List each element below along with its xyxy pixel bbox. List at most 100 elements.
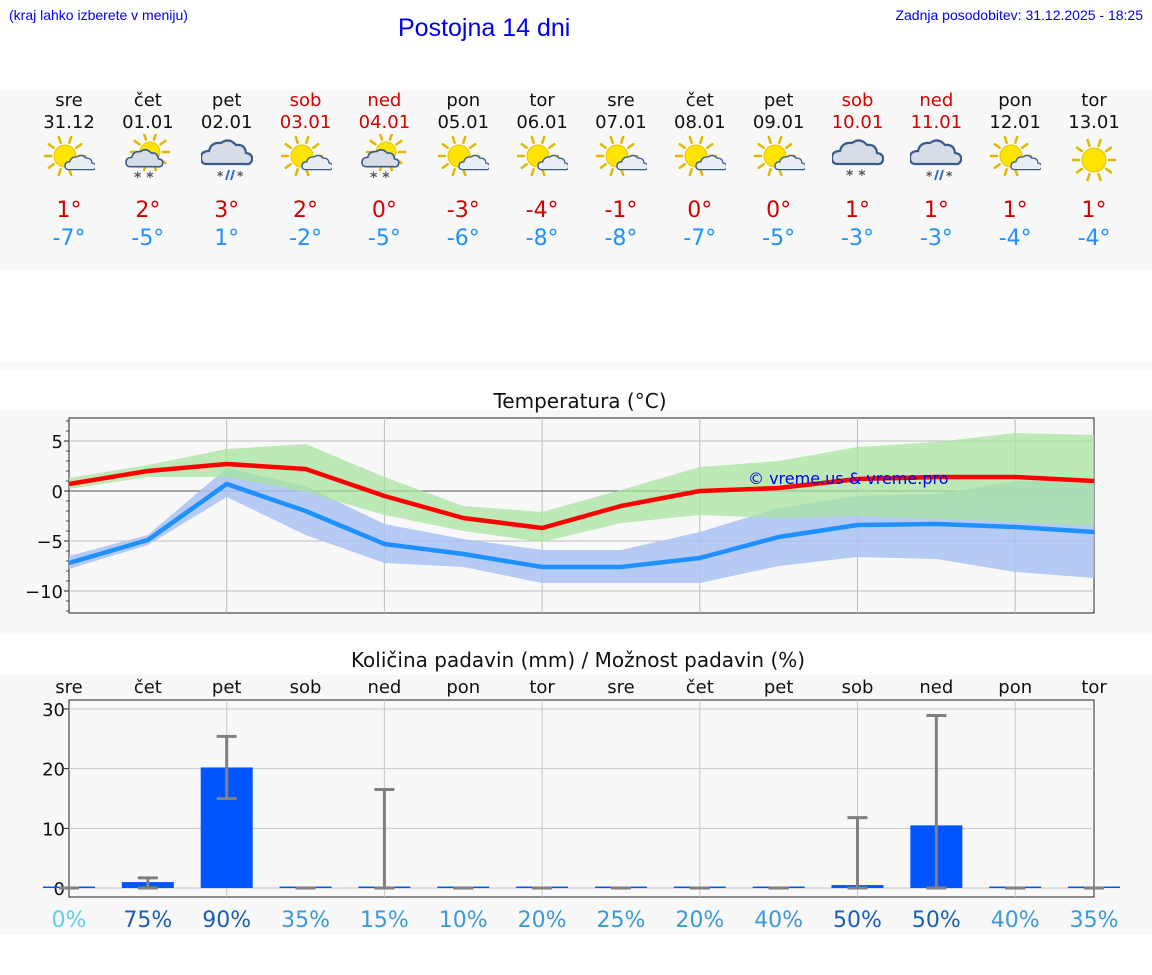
day-date: 02.01 [200,112,253,133]
day-weekday: sre [607,90,635,111]
day-weekday: sre [55,90,83,111]
day-min-temp: -6° [446,226,480,251]
day-max-temp: -1° [604,198,638,223]
sun-cloud-icon [595,135,647,177]
precip-probability: 10% [439,908,488,933]
sun-cloud-icon [280,135,332,177]
svg-text:*: * [946,169,953,183]
svg-text:*: * [217,169,224,183]
error-bar [216,734,237,800]
page-title: Postojna 14 dni [398,14,571,42]
day-max-temp: 0° [687,198,713,223]
day-date: 11.01 [910,112,963,133]
sun-cloud-snow-icon: * * [361,134,407,186]
sun-cloud-icon [516,135,569,177]
precip-probability: 90% [202,908,251,933]
day-weekday: sob [841,90,874,111]
day-column: sre 31.12 1° -7° [29,90,109,270]
precip-probability: 50% [833,908,882,933]
x-category-label: čet [686,677,714,698]
weather-icon: * * [361,134,407,186]
weather-icon [753,135,805,177]
svg-text:* *: * * [134,170,154,186]
day-weekday: čet [133,90,162,111]
svg-text:*: * [237,169,244,183]
day-max-temp: 0° [371,198,397,223]
precip-probability: 40% [754,908,803,933]
day-date: 01.01 [122,112,174,133]
svg-text:* *: * * [370,170,390,186]
y-tick-label: −5 [36,532,63,553]
day-weekday: čet [685,90,714,111]
day-min-temp: -7° [52,226,86,251]
precip-probability: 20% [675,908,724,933]
day-column: tor 06.01 -4° -8° [502,90,582,270]
day-min-temp: -4° [998,226,1032,251]
day-column: pon 12.01 1° -4° [975,90,1055,270]
day-weekday: pon [998,90,1033,111]
cloud-snow-icon: * * [831,139,884,184]
day-column: čet 08.01 0° -7° [660,90,740,270]
day-date: 07.01 [595,112,647,133]
x-category-label: sob [842,677,874,698]
y-tick-label: 20 [42,760,65,781]
day-max-temp: 0° [766,198,792,223]
day-weekday: tor [529,90,555,111]
error-bar [137,876,158,890]
day-column: sob 03.01 2° -2° [266,90,346,270]
daily-forecast-strip: sre 31.12 1° -7° čet 01.01 * * 2° -5° pet 02.01 * * 3… [0,90,1152,270]
weather-icon: * * [200,139,253,183]
day-weekday: ned [919,90,954,111]
day-column: pon 05.01 -3° -6° [423,90,503,270]
day-min-temp: -4° [1077,226,1111,251]
day-date: 03.01 [279,112,332,133]
day-max-temp: 1° [1002,198,1028,223]
day-min-temp: -8° [525,226,559,251]
day-date: 05.01 [437,112,490,133]
precipitation-chart: Količina padavin (mm) / Možnost padavin … [42,648,1121,933]
day-date: 04.01 [358,112,411,133]
day-date: 06.01 [516,112,568,133]
day-weekday: ned [367,90,402,111]
svg-text:*: * [926,169,933,183]
day-max-temp: 1° [845,198,870,223]
x-category-label: tor [1081,677,1107,698]
day-weekday: sob [289,90,322,111]
location-hint[interactable]: (kraj lahko izberete v meniju) [9,7,188,23]
day-weekday: pet [763,90,794,111]
precip-probability: 35% [281,908,330,933]
weather-icon [1071,138,1117,182]
day-min-temp: 1° [214,226,240,251]
day-date: 13.01 [1068,112,1120,133]
x-category-label: tor [529,677,555,698]
day-column: ned 11.01 * * 1° -3° [896,90,976,270]
weather-icon [43,135,95,177]
svg-text:* *: * * [846,168,866,184]
watermark-text: © vreme.us & vreme.pro [748,469,949,488]
sun-icon [1071,138,1117,182]
day-min-temp: -5° [367,226,401,251]
x-category-label: ned [919,677,953,698]
precip-probability: 15% [360,908,409,933]
weather-icon: * * [831,139,884,184]
sun-cloud-icon [438,135,490,177]
day-min-temp: -5° [131,226,165,251]
error-bar [926,714,947,890]
tmin-line [68,481,1095,570]
x-category-label: sob [290,677,322,698]
weather-icon [516,135,569,177]
day-date: 12.01 [989,112,1041,133]
precip-probability: 20% [518,908,567,933]
day-column: pet 02.01 * * 3° 1° [187,90,267,270]
x-category-label: pon [998,677,1032,698]
sun-cloud-icon [674,135,726,177]
x-category-label: pet [764,677,794,698]
day-max-temp: 1° [1081,198,1107,223]
y-tick-label: 0 [54,879,65,900]
y-tick-label: 0 [52,482,63,503]
day-date: 10.01 [831,112,884,133]
day-date: 08.01 [674,112,726,133]
day-column: sob 10.01 * * 1° -3° [818,90,898,270]
day-min-temp: -2° [289,226,323,251]
x-category-label: ned [367,677,401,698]
